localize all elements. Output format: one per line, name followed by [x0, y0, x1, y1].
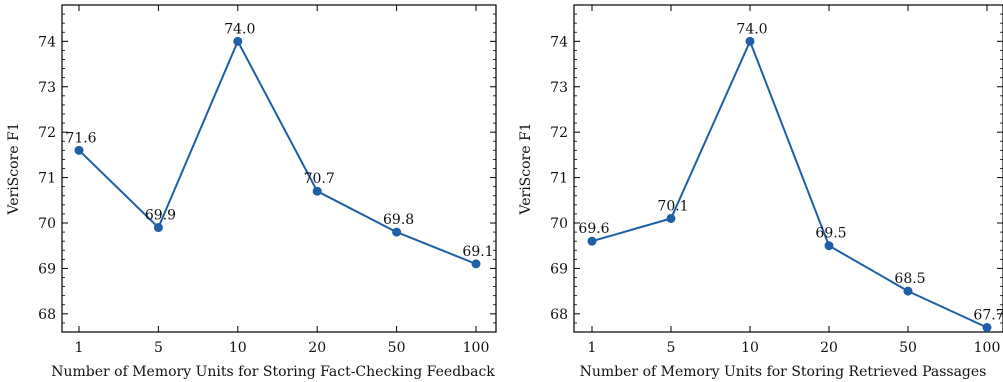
y-tick-label: 74	[550, 34, 568, 50]
y-tick-label: 71	[550, 171, 568, 187]
x-tick-label: 5	[154, 340, 163, 356]
y-tick-label: 73	[38, 80, 56, 96]
plot-frame	[61, 4, 497, 333]
x-tick-label: 20	[820, 340, 838, 356]
data-point	[392, 227, 402, 237]
x-tick-label: 100	[463, 340, 490, 356]
x-tick-label: 50	[899, 340, 917, 356]
x-tick-label: 100	[974, 340, 1001, 356]
data-point	[233, 36, 243, 46]
y-tick-label: 69	[550, 261, 568, 277]
data-label: 68.5	[894, 271, 925, 287]
x-axis-label: Number of Memory Units for Storing Fact-…	[51, 364, 495, 380]
x-tick-label: 1	[588, 340, 597, 356]
data-point	[153, 223, 163, 233]
x-tick-label: 5	[667, 340, 676, 356]
y-tick-label: 70	[550, 216, 568, 232]
data-point	[903, 286, 913, 296]
data-label: 70.1	[657, 198, 688, 214]
data-point	[471, 259, 481, 269]
y-tick-label: 72	[550, 125, 568, 141]
x-tick-label: 10	[229, 340, 247, 356]
y-tick-label: 73	[550, 80, 568, 96]
data-point	[312, 186, 322, 196]
data-label: 69.6	[578, 221, 609, 237]
x-tick-label: 50	[388, 340, 406, 356]
data-point	[982, 322, 992, 332]
series-line	[78, 38, 477, 265]
data-point	[666, 213, 676, 223]
data-point	[824, 241, 834, 251]
data-label: 71.6	[65, 130, 96, 146]
x-tick-label: 20	[308, 340, 326, 356]
chart-panel-2: 68 69 70 71 72 73 74 1 5 10 20 50 100 Number of Memor…	[518, 4, 1003, 380]
chart-panel-1: 68 69 70 71 72 73 74 1 5 10 20 50 100 Number of Memor…	[6, 4, 497, 380]
y-tick-label: 72	[38, 125, 56, 141]
y-axis-label: VeriScore F1	[6, 122, 22, 215]
data-label: 70.7	[304, 171, 335, 187]
y-tick-label: 68	[550, 307, 568, 323]
data-label: 69.1	[462, 244, 493, 260]
y-tick-label: 69	[38, 261, 56, 277]
y-tick-label: 71	[38, 171, 56, 187]
data-label: 69.9	[145, 208, 176, 224]
x-axis-label: Number of Memory Units for Storing Retri…	[580, 364, 987, 380]
y-axis-label: VeriScore F1	[518, 122, 534, 215]
data-label: 69.5	[815, 226, 846, 242]
x-tick-label: 10	[741, 340, 759, 356]
x-tick-label: 1	[75, 340, 84, 356]
y-tick-label: 74	[38, 34, 56, 50]
y-tick-label: 70	[38, 216, 56, 232]
y-tick-label: 68	[38, 307, 56, 323]
data-label: 69.8	[383, 212, 414, 228]
series-line	[591, 38, 988, 329]
data-label: 74.0	[736, 21, 767, 37]
data-point	[745, 36, 755, 46]
data-point	[74, 145, 84, 155]
data-point	[587, 236, 597, 246]
plot-frame	[573, 4, 1003, 333]
data-label: 67.7	[973, 307, 1003, 323]
data-label: 74.0	[224, 21, 255, 37]
